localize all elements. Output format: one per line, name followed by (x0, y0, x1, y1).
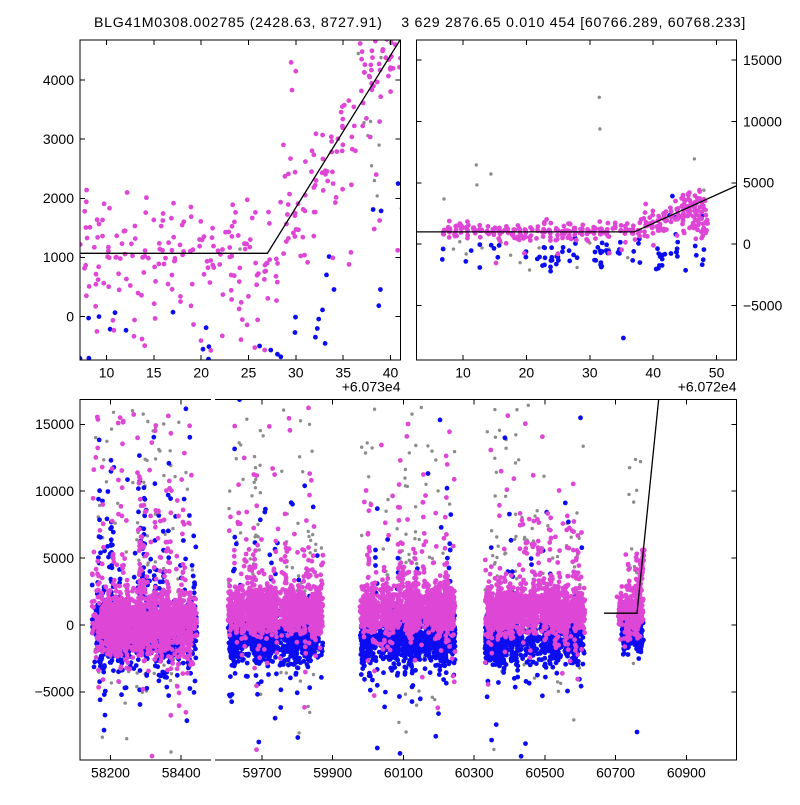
svg-text:35: 35 (335, 365, 351, 381)
svg-text:59900: 59900 (313, 765, 352, 781)
svg-text:58200: 58200 (91, 765, 130, 781)
svg-text:59700: 59700 (243, 765, 282, 781)
svg-text:5000: 5000 (43, 550, 74, 566)
svg-text:25: 25 (241, 365, 257, 381)
svg-text:30: 30 (288, 365, 304, 381)
svg-text:2000: 2000 (43, 190, 74, 206)
svg-text:1000: 1000 (43, 249, 74, 265)
svg-text:10: 10 (99, 365, 115, 381)
svg-text:10000: 10000 (743, 113, 782, 129)
svg-text:10: 10 (455, 365, 471, 381)
svg-text:50: 50 (709, 365, 725, 381)
svg-text:40: 40 (383, 365, 399, 381)
svg-text:−5000: −5000 (743, 297, 783, 313)
svg-text:40: 40 (645, 365, 661, 381)
svg-text:20: 20 (193, 365, 209, 381)
svg-text:30: 30 (582, 365, 598, 381)
svg-text:−5000: −5000 (35, 684, 75, 700)
svg-text:5000: 5000 (743, 175, 774, 191)
svg-text:+6.073e4: +6.073e4 (342, 379, 401, 395)
svg-text:+6.072e4: +6.072e4 (678, 379, 737, 395)
svg-text:10000: 10000 (35, 483, 74, 499)
svg-text:0: 0 (743, 236, 751, 252)
svg-text:15: 15 (146, 365, 162, 381)
svg-text:60100: 60100 (384, 765, 423, 781)
svg-text:4000: 4000 (43, 72, 74, 88)
svg-text:20: 20 (519, 365, 535, 381)
svg-text:15000: 15000 (35, 416, 74, 432)
svg-text:BLG41M0308.002785 (2428.63, 87: BLG41M0308.002785 (2428.63, 8727.91) 3 6… (94, 15, 746, 31)
svg-text:0: 0 (66, 308, 74, 324)
svg-text:60500: 60500 (525, 765, 564, 781)
svg-text:60300: 60300 (455, 765, 494, 781)
svg-text:0: 0 (66, 617, 74, 633)
svg-text:15000: 15000 (743, 52, 782, 68)
svg-text:3000: 3000 (43, 131, 74, 147)
svg-text:58400: 58400 (162, 765, 201, 781)
svg-text:60900: 60900 (667, 765, 706, 781)
svg-text:60700: 60700 (596, 765, 635, 781)
